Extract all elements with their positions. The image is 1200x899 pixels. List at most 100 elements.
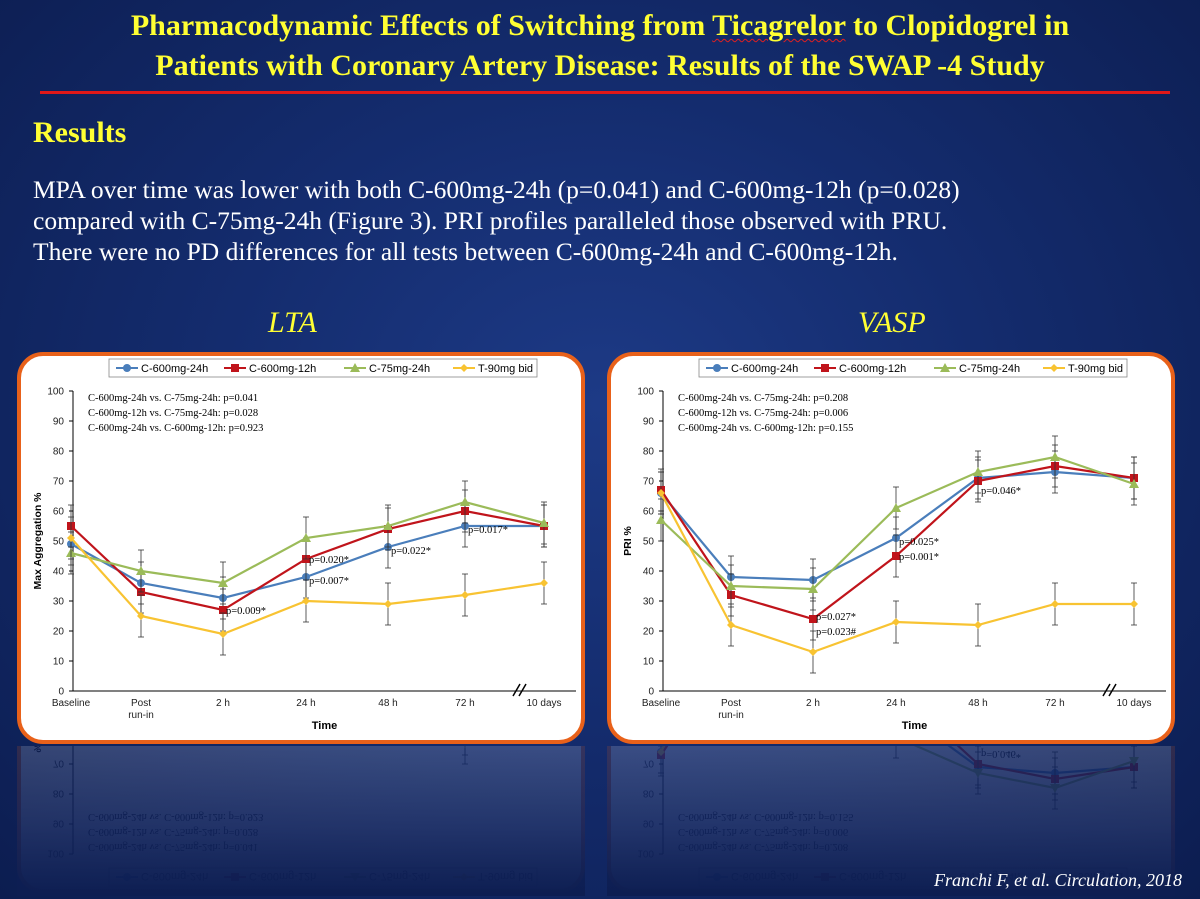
stat-line: C-600mg-12h vs. C-75mg-24h: p=0.006 (678, 408, 848, 419)
x-tick-label: 48 h (378, 698, 397, 709)
data-point-t-90mg-bid (727, 621, 735, 629)
results-body-text: MPA over time was lower with both C-600m… (33, 174, 1183, 267)
data-point-t-90mg-bid (892, 618, 900, 626)
series-c-75mg-24h (656, 435, 1139, 611)
legend-marker-c-600mg-12h (821, 364, 829, 372)
x-tick-label: run-in (128, 710, 154, 721)
y-tick-label: 40 (53, 567, 65, 578)
y-tick-label: 10 (643, 657, 655, 668)
slide-title-line-2: Patients with Coronary Artery Disease: R… (155, 49, 1045, 82)
stat-line: C-600mg-24h vs. C-600mg-12h: p=0.155 (678, 423, 853, 434)
legend-marker-c-600mg-24h (713, 364, 721, 372)
y-tick-label: 100 (637, 387, 654, 398)
y-tick-label: 80 (53, 447, 65, 458)
y-tick-label: 40 (643, 567, 655, 578)
p-value-annotation: p=0.009* (226, 606, 266, 617)
x-tick-label: run-in (718, 710, 744, 721)
data-point-t-90mg-bid (1051, 600, 1059, 608)
lta-chart: 0 10 20 30 40 50 60 70 80 90 100 Baseline Postrun-in… (32, 358, 576, 732)
data-point-c-75mg-24h (1050, 452, 1060, 461)
series-line-c-600mg-24h (660, 470, 1135, 582)
p-value-annotation: p=0.007* (309, 576, 349, 587)
legend-label-c-75mg-24h: C-75mg-24h (959, 363, 1020, 375)
data-point-t-90mg-bid (657, 489, 665, 497)
data-point-c-75mg-24h (891, 503, 901, 512)
data-point-c-75mg-24h (973, 467, 983, 476)
legend-box (698, 358, 1128, 378)
body-line-1: MPA over time was lower with both C-600m… (33, 175, 960, 204)
body-line-2: compared with C-75mg-24h (Figure 3). PRI… (33, 206, 948, 235)
legend-label-c-600mg-12h: C-600mg-12h (249, 363, 316, 375)
vasp-panel-title: VASP (858, 306, 926, 339)
p-value-annotation: p=0.027* (816, 612, 856, 623)
data-point-c-75mg-24h (656, 515, 666, 524)
legend-box (108, 358, 538, 378)
p-value-annotation: p=0.022* (391, 546, 431, 557)
data-point-t-90mg-bid (67, 534, 75, 542)
data-point-t-90mg-bid (809, 648, 817, 656)
p-value-annotation: p=0.017* (468, 525, 508, 536)
series-line-c-75mg-24h (660, 455, 1135, 591)
y-tick-label: 0 (648, 687, 654, 698)
data-point-t-90mg-bid (384, 600, 392, 608)
y-tick-label: 50 (643, 537, 655, 548)
x-tick-label: 2 h (216, 698, 230, 709)
y-tick-label: 100 (47, 387, 64, 398)
results-heading: Results (33, 116, 127, 149)
data-point-t-90mg-bid (461, 591, 469, 599)
axis-break-mark (1102, 683, 1111, 697)
p-value-annotation: p=0.020* (309, 555, 349, 566)
series-c-600mg-24h (657, 450, 1138, 602)
legend-marker-c-600mg-24h (123, 364, 131, 372)
vasp-chart-panel: 0 10 20 30 40 50 60 70 80 90 100 Baseline Post run-in… (607, 352, 1175, 744)
legend-marker-c-75mg-24h (940, 363, 950, 372)
data-point-t-90mg-bid (540, 579, 548, 587)
y-tick-label: 70 (643, 477, 655, 488)
y-tick-label: 20 (53, 627, 65, 638)
x-tick-label: 24 h (886, 698, 905, 709)
p-value-annotation: p=0.023# (816, 627, 857, 638)
data-point-t-90mg-bid (1130, 600, 1138, 608)
y-axis-title: Max Aggregation % (32, 492, 44, 590)
y-tick-label: 30 (53, 597, 65, 608)
lta-chart-panel: 0 10 20 30 40 50 60 70 80 90 100 Baseline Post run-in… (17, 352, 585, 744)
axis-break-mark (512, 683, 521, 697)
x-tick-label: Post (131, 698, 151, 709)
data-point-c-600mg-12h (892, 552, 900, 560)
data-point-t-90mg-bid (137, 612, 145, 620)
legend-label-c-600mg-12h: C-600mg-12h (839, 363, 906, 375)
title-divider (40, 91, 1170, 94)
citation: Franchi F, et al. Circulation, 2018 (934, 870, 1182, 890)
legend-label-c-75mg-24h: C-75mg-24h (369, 363, 430, 375)
series-c-600mg-12h (67, 489, 548, 632)
vasp-panel-reflection: 0102030405060708090100BaselinePostrun-in… (607, 746, 1175, 896)
data-point-c-75mg-24h (1129, 479, 1139, 488)
data-point-c-75mg-24h (301, 533, 311, 542)
y-tick-label: 70 (53, 477, 65, 488)
body-line-3: There were no PD differences for all tes… (33, 237, 898, 266)
data-point-c-75mg-24h (460, 497, 470, 506)
slide-title-line-1: Pharmacodynamic Effects of Switching fro… (0, 6, 1200, 46)
x-tick-label: 10 days (526, 698, 561, 709)
y-tick-label: 60 (643, 507, 655, 518)
series-t-90mg-bid (67, 516, 548, 656)
title-drug-ticagrelor: Ticagrelor (712, 9, 846, 42)
axis-break-mark (518, 683, 527, 697)
y-tick-label: 90 (53, 417, 65, 428)
x-tick-label: 72 h (1045, 698, 1064, 709)
legend-label-c-600mg-24h: C-600mg-24h (731, 363, 798, 375)
x-tick-label: 24 h (296, 698, 315, 709)
y-tick-label: 10 (53, 657, 65, 668)
x-tick-label: Baseline (52, 698, 91, 709)
data-point-t-90mg-bid (219, 630, 227, 638)
data-point-c-600mg-12h (809, 615, 817, 623)
p-value-annotation: p=0.001* (899, 552, 939, 563)
stat-line: C-600mg-24h vs. C-75mg-24h: p=0.041 (88, 393, 258, 404)
legend-label-c-600mg-24h: C-600mg-24h (141, 363, 208, 375)
lta-panel-reflection: 0102030405060708090100BaselinePostrun-in… (17, 746, 585, 896)
lta-panel-title: LTA (268, 306, 317, 339)
axis-break-mark (1108, 683, 1117, 697)
data-point-c-75mg-24h (726, 581, 736, 590)
title-part-pre: Pharmacodynamic Effects of Switching fro… (130, 9, 713, 42)
legend: C-600mg-24h C-600mg-12h C-75mg-24h T-90mg b… (698, 358, 1128, 378)
